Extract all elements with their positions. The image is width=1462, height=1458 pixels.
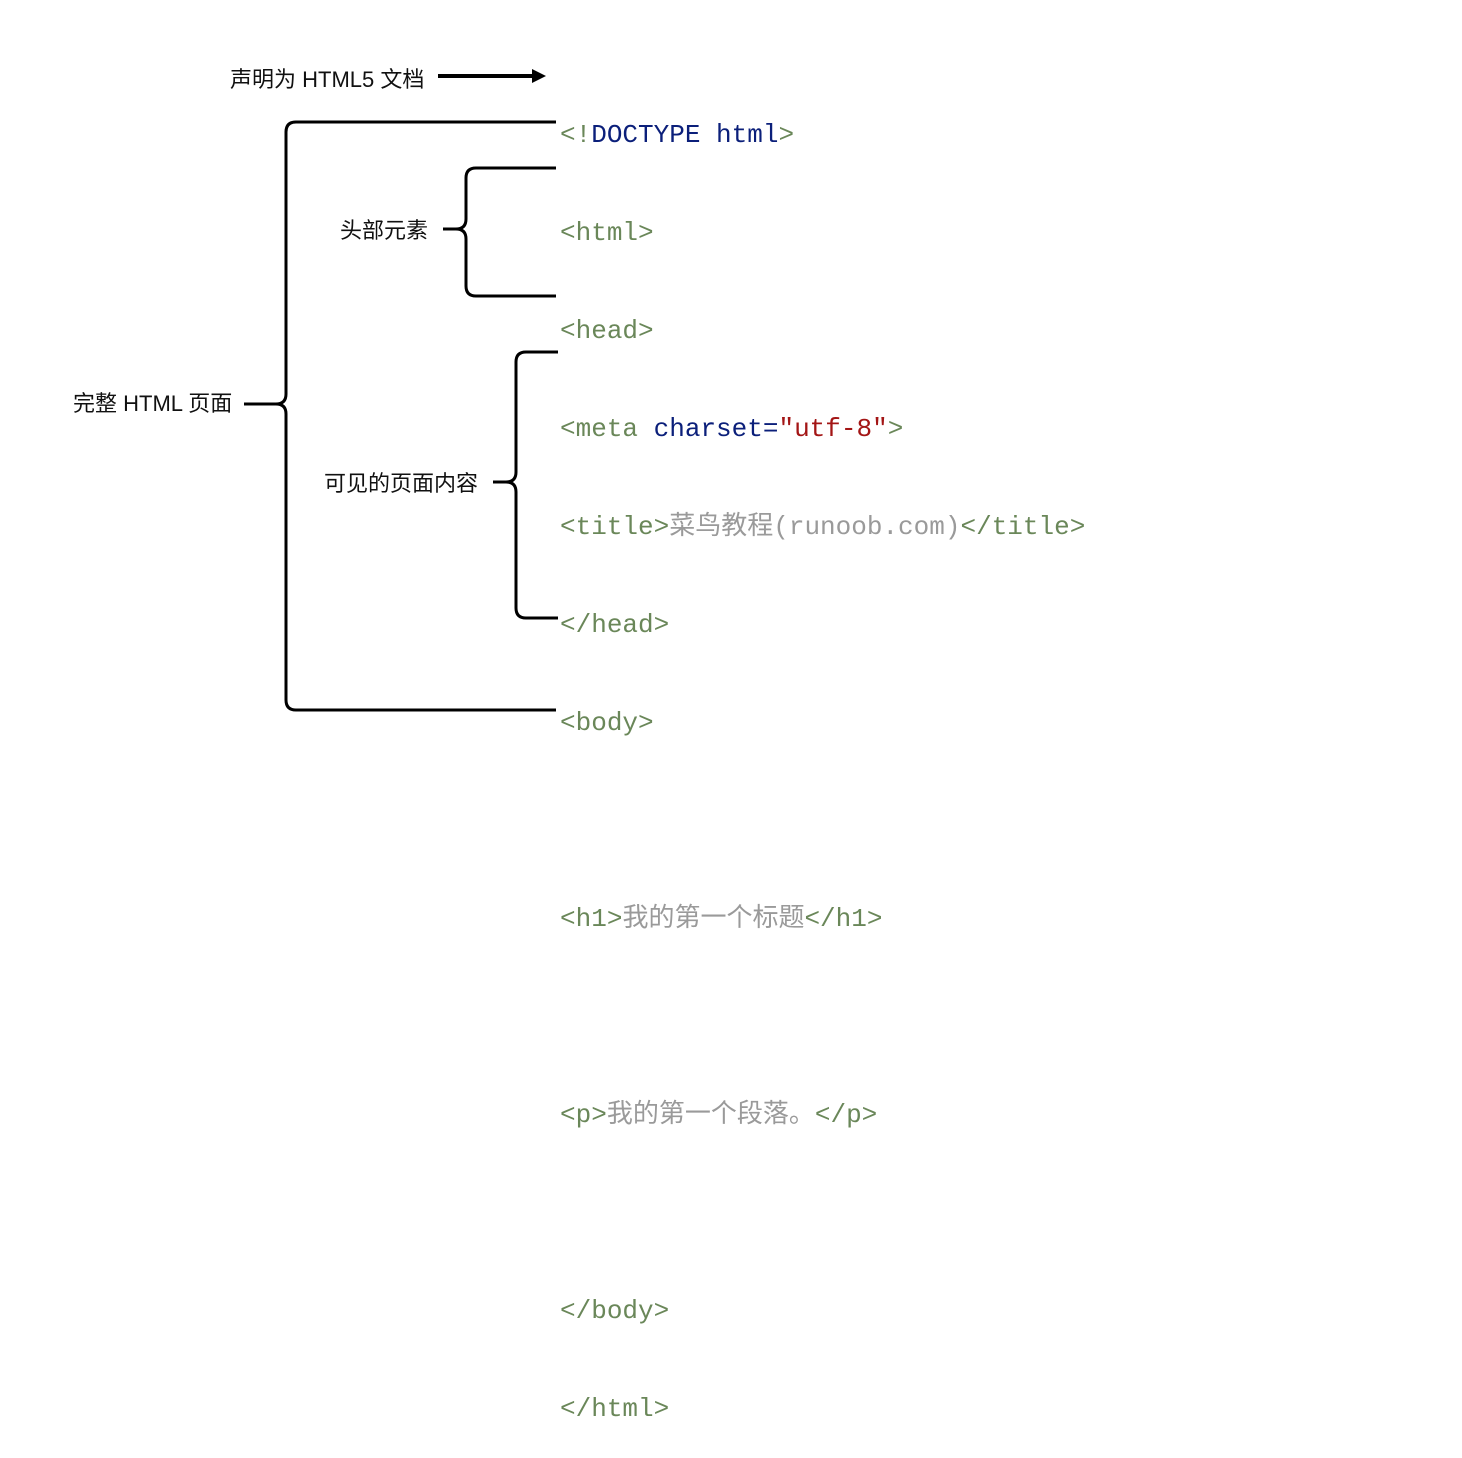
code-line-title: <title>菜鸟教程(runoob.com)</title>	[560, 504, 1085, 550]
brace-head	[440, 164, 560, 300]
code-line-html-open: <html>	[560, 210, 1085, 256]
code-line-blank-1	[560, 798, 1085, 844]
code-line-head-close: </head>	[560, 602, 1085, 648]
brace-body	[490, 348, 562, 622]
label-full-page: 完整 HTML 页面	[73, 386, 232, 418]
code-line-meta: <meta charset="utf-8">	[560, 406, 1085, 452]
code-line-blank-2	[560, 994, 1085, 1040]
code-line-p: <p>我的第一个段落。</p>	[560, 1092, 1085, 1138]
code-line-body-open: <body>	[560, 700, 1085, 746]
label-doctype: 声明为 HTML5 文档	[230, 62, 424, 94]
code-line-html-close: </html>	[560, 1386, 1085, 1432]
arrow-doctype	[438, 66, 548, 86]
code-block: <!DOCTYPE html> <html> <head> <meta char…	[560, 60, 1085, 1458]
code-line-h1: <h1>我的第一个标题</h1>	[560, 896, 1085, 942]
code-line-blank-3	[560, 1190, 1085, 1236]
code-line-head-open: <head>	[560, 308, 1085, 354]
code-line-doctype: <!DOCTYPE html>	[560, 112, 1085, 158]
code-line-body-close: </body>	[560, 1288, 1085, 1334]
